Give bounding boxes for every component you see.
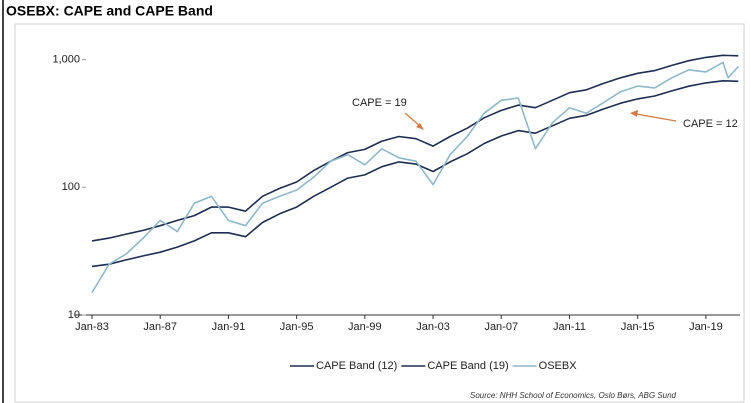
x-tick-label: Jan-99 bbox=[348, 321, 382, 333]
x-tick-label: Jan-03 bbox=[416, 321, 450, 333]
x-tick-label: Jan-15 bbox=[621, 321, 655, 333]
annotation: CAPE = 19 bbox=[352, 97, 407, 109]
x-tick-label: Jan-11 bbox=[553, 321, 586, 333]
x-tick-label: Jan-83 bbox=[75, 321, 109, 333]
x-tick-label: Jan-95 bbox=[280, 321, 314, 333]
y-tick-label: 100 bbox=[62, 181, 80, 193]
x-tick-label: Jan-91 bbox=[212, 321, 246, 333]
arrow-head bbox=[630, 110, 638, 117]
arrow-head bbox=[416, 123, 424, 130]
line-series bbox=[91, 54, 739, 242]
y-tick-label: 1,000 bbox=[52, 53, 80, 65]
legend-label: CAPE Band (12) bbox=[316, 360, 397, 372]
x-tick-label: Jan-87 bbox=[143, 321, 177, 333]
line-series bbox=[91, 61, 739, 293]
chart-title: OSEBX: CAPE and CAPE Band bbox=[6, 3, 213, 19]
x-tick-label: Jan-07 bbox=[484, 321, 518, 333]
legend-label: OSEBX bbox=[539, 360, 578, 372]
y-tick-label: 10 bbox=[68, 309, 80, 321]
x-tick-label: Jan-19 bbox=[689, 321, 723, 333]
legend-label: CAPE Band (19) bbox=[427, 360, 508, 372]
chart-frame bbox=[14, 23, 745, 403]
annotation-arrow bbox=[635, 113, 677, 122]
source-note: Source: NHH School of Economics, Oslo Bø… bbox=[470, 391, 677, 400]
annotation: CAPE = 12 bbox=[683, 118, 738, 130]
line-series bbox=[91, 80, 739, 268]
